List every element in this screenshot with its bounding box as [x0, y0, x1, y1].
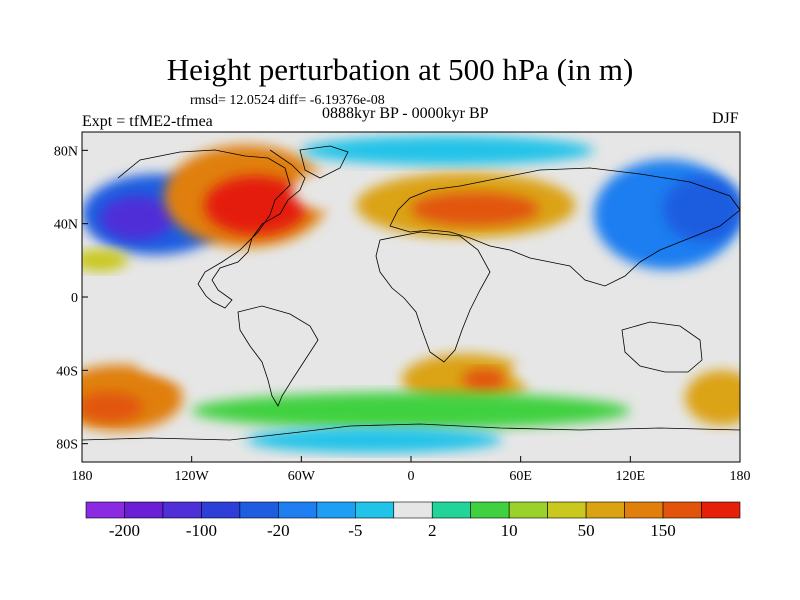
region-south-america-low — [136, 342, 284, 380]
colorbar-swatch — [278, 501, 318, 519]
region-se-pacific-high — [685, 370, 740, 426]
coastlines — [82, 145, 740, 441]
colorbar-label: 50 — [578, 521, 595, 540]
region-asia-core — [663, 176, 740, 242]
colorbar-swatch — [624, 501, 664, 519]
region-antarctic-low — [246, 427, 503, 453]
colorbar-swatch — [354, 501, 395, 519]
colorbar-swatch — [701, 501, 741, 519]
experiment-label: Expt = tfME2-tfmea — [82, 113, 213, 130]
coastline-north-america — [117, 149, 306, 309]
lon-tick-label: 180 — [72, 469, 93, 484]
colorbar-label: 10 — [501, 521, 518, 540]
lon-tick-label: 60W — [288, 469, 316, 484]
coastline-australia — [621, 321, 703, 373]
colorbar-swatch — [393, 501, 433, 519]
coastline-south-america — [237, 305, 319, 407]
coastline-eurasia — [389, 167, 740, 287]
colorbar-swatch — [316, 501, 356, 519]
region-europe-core — [411, 192, 539, 226]
colorbar-label: -200 — [109, 521, 140, 540]
period-label: 0888kyr BP - 0000kyr BP — [322, 105, 489, 122]
region-north-america-core — [204, 176, 307, 235]
colorbar-swatch — [201, 501, 241, 519]
colorbar-swatch — [162, 501, 202, 519]
region-arctic-low — [301, 135, 594, 165]
lon-tick-label: 180 — [730, 469, 751, 484]
colorbar: -200 -100 -20 -5 2 10 50 150 — [85, 501, 741, 540]
colorbar-label: 2 — [428, 521, 437, 540]
region-tropical-band-n — [356, 245, 576, 275]
map-frame — [82, 132, 740, 462]
region-nw-pacific-core — [100, 196, 174, 241]
region-south-pacific-core — [82, 392, 143, 422]
lon-tick-label: 120W — [175, 469, 210, 484]
stats-label: rmsd= 12.0524 diff= -6.19376e-08 — [190, 93, 385, 108]
colorbar-swatch — [470, 501, 510, 519]
lon-tick-label: 120E — [616, 469, 646, 484]
coastline-greenland — [299, 145, 349, 179]
lat-tick-label: 40S — [56, 364, 78, 379]
colorbar-label: -100 — [186, 521, 217, 540]
plot-title: Height perturbation at 500 hPa (in m) — [166, 52, 634, 87]
lon-tick-label: 60E — [509, 469, 532, 484]
colorbar-swatch — [124, 501, 164, 519]
coastline-africa — [375, 231, 491, 363]
colorbar-label: -20 — [267, 521, 290, 540]
coastline-antarctica — [82, 423, 740, 441]
map-axes: 180 120W 60W 0 60E 120E 180 80N 40N 0 40S 80S — [54, 144, 751, 484]
season-label: DJF — [712, 110, 739, 127]
colorbar-label: -5 — [348, 521, 362, 540]
colorbar-swatch — [508, 501, 548, 519]
colorbar-swatch — [662, 501, 702, 519]
lat-tick-label: 0 — [71, 291, 78, 306]
lat-tick-label: 80S — [56, 438, 78, 453]
lon-tick-label: 0 — [408, 469, 415, 484]
region-southern-ocean-band — [191, 392, 631, 429]
colorbar-swatch — [431, 501, 472, 519]
region-south-atlantic-core — [462, 368, 507, 391]
lat-tick-label: 80N — [54, 144, 78, 159]
colorbar-swatch — [85, 501, 125, 519]
colorbar-swatch — [239, 501, 279, 519]
colorbar-label: 150 — [650, 521, 676, 540]
region-subtropic-pacific — [82, 249, 128, 272]
colorbar-swatch — [547, 501, 587, 519]
colorbar-swatch — [585, 501, 625, 519]
height-field — [82, 135, 740, 453]
region-indian-ocean-low — [511, 344, 677, 397]
lat-tick-label: 40N — [54, 218, 78, 233]
